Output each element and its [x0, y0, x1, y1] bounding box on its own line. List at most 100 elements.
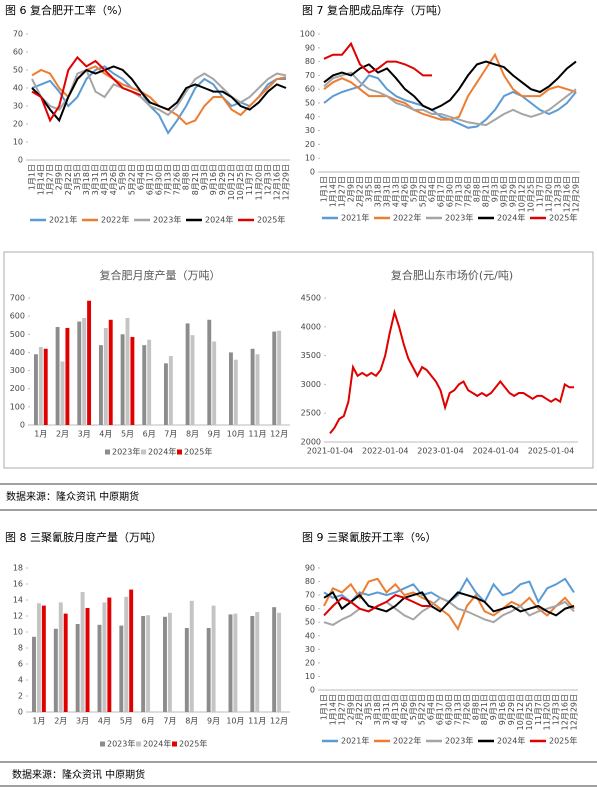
x-tick-label: 12月16日	[272, 164, 281, 200]
bar	[190, 335, 195, 425]
y-tick-label: 70	[305, 71, 315, 80]
x-tick-label: 11月	[248, 430, 266, 439]
x-tick-label: 1月14日	[37, 164, 46, 195]
y-tick-label: 90	[305, 43, 315, 52]
x-tick-label: 9月3日	[491, 176, 500, 202]
x-tick-label: 10月25日	[236, 164, 245, 200]
x-tick-label: 2月9日	[346, 694, 355, 720]
x-tick-label: 11月	[248, 717, 266, 726]
x-tick-label: 7月	[163, 717, 176, 726]
y-tick-label: 30	[13, 102, 23, 111]
x-tick-label: 2月22日	[64, 164, 73, 195]
x-tick-label: 11月20日	[543, 694, 552, 730]
x-tick-label: 8月8日	[182, 164, 191, 190]
x-tick-label: 7月26日	[173, 164, 182, 195]
bar	[167, 612, 172, 712]
legend-label: 2021年	[49, 215, 77, 225]
x-tick-label: 6月	[143, 430, 156, 439]
bar	[55, 327, 60, 425]
legend-label: 2025年	[184, 447, 212, 457]
line-series	[323, 577, 575, 632]
line-series	[31, 55, 142, 123]
x-tick-label: 4月26日	[400, 694, 409, 725]
x-tick-label: 2月	[54, 717, 67, 726]
y-tick-label: 40	[305, 112, 315, 121]
x-tick-label: 12月29日	[570, 694, 579, 730]
legend-label: 2024年	[497, 213, 525, 223]
x-tick-label: 7月26日	[464, 176, 473, 207]
x-tick-label: 11月7日	[245, 164, 254, 195]
x-tick-label: 8月21日	[191, 164, 200, 195]
x-tick-label: 3月31日	[382, 694, 391, 725]
bar	[233, 613, 238, 712]
x-tick-label: 9月29日	[218, 164, 227, 195]
x-tick-label: 6月17日	[437, 176, 446, 207]
y-tick-label: 3500	[301, 351, 321, 360]
x-tick-label: 3月5日	[365, 176, 374, 202]
x-tick-label: 8月21日	[480, 694, 489, 725]
legend-label: 2024年	[148, 447, 176, 457]
x-tick-label: 10月25日	[525, 694, 534, 730]
bar	[228, 614, 233, 712]
line-series	[31, 68, 287, 117]
x-tick-label: 6月4日	[428, 176, 437, 202]
y-tick-label: 10	[305, 154, 315, 163]
y-tick-label: 10	[305, 672, 315, 681]
x-tick-label: 11月20日	[254, 164, 263, 200]
x-tick-label: 9月29日	[509, 176, 518, 207]
legend-label: 2024年	[205, 215, 233, 225]
y-tick-label: 300	[10, 366, 25, 375]
legend-swatch	[105, 449, 110, 455]
x-tick-label: 9月16日	[500, 176, 509, 207]
legend-swatch	[100, 741, 105, 747]
x-tick-label: 9月	[207, 717, 220, 726]
x-tick-label: 2022-01-04	[362, 447, 409, 456]
x-tick-label: 12月	[270, 430, 288, 439]
x-tick-label: 2月9日	[55, 164, 64, 190]
legend-label: 2022年	[393, 736, 421, 746]
bar	[212, 341, 217, 425]
x-tick-label: 10月25日	[527, 176, 536, 212]
x-tick-label: 2月22日	[355, 694, 364, 725]
x-tick-label: 4月13日	[392, 176, 401, 207]
y-tick-label: 0	[18, 708, 23, 717]
x-tick-label: 6月	[142, 717, 155, 726]
x-tick-label: 7月26日	[462, 694, 471, 725]
x-tick-label: 12月	[270, 717, 288, 726]
x-tick-label: 3月5日	[73, 164, 82, 190]
y-tick-label: 4500	[301, 294, 321, 303]
x-tick-label: 7月13日	[453, 694, 462, 725]
x-tick-label: 12月16日	[561, 694, 570, 730]
x-tick-label: 11月7日	[534, 694, 543, 725]
x-tick-label: 9月16日	[498, 694, 507, 725]
legend-label: 2025年	[549, 736, 577, 746]
x-tick-label: 10月12日	[516, 694, 525, 730]
bar	[168, 356, 173, 425]
bar	[255, 354, 260, 425]
x-tick-label: 3月18日	[373, 694, 382, 725]
line-series	[323, 71, 577, 127]
y-tick-label: 50	[13, 66, 23, 75]
x-tick-label: 11月20日	[545, 176, 554, 212]
y-tick-label: 3000	[301, 380, 321, 389]
x-tick-label: 3月18日	[82, 164, 91, 195]
x-tick-label: 5月9日	[118, 164, 127, 190]
bar	[211, 605, 216, 712]
bar	[147, 339, 152, 425]
y-tick-label: 600	[10, 312, 25, 321]
panel-border	[3, 251, 594, 469]
x-tick-label: 3月31日	[383, 176, 392, 207]
x-tick-label: 5月9日	[410, 176, 419, 202]
bar	[119, 625, 124, 712]
x-tick-label: 4月26日	[109, 164, 118, 195]
bar	[272, 607, 277, 712]
bar	[185, 323, 190, 425]
line-series	[31, 65, 286, 135]
x-tick-label: 7月13日	[455, 176, 464, 207]
y-tick-label: 14	[13, 596, 23, 605]
x-tick-label: 12月29日	[572, 176, 581, 212]
bar	[124, 596, 129, 712]
y-tick-label: 700	[10, 294, 25, 303]
x-tick-label: 6月17日	[145, 164, 154, 195]
line-series	[323, 41, 432, 77]
